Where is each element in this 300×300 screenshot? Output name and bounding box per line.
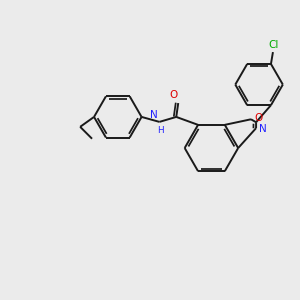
Text: O: O	[254, 113, 262, 123]
Text: N: N	[259, 124, 267, 134]
Text: N: N	[150, 110, 158, 120]
Text: H: H	[157, 126, 164, 135]
Text: Cl: Cl	[269, 40, 279, 50]
Text: O: O	[169, 90, 177, 100]
